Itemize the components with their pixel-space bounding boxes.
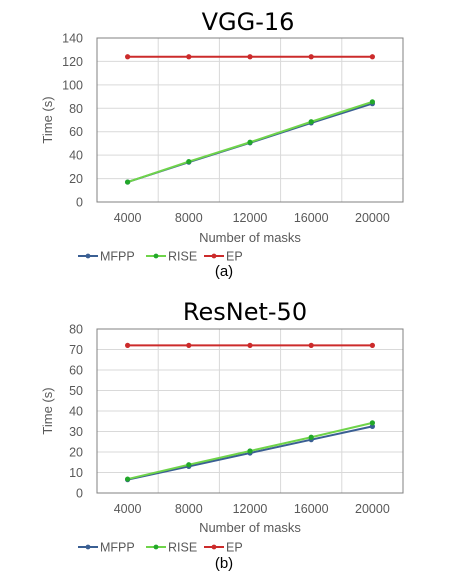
x-tick-label: 4000: [114, 502, 142, 516]
y-tick-label: 140: [62, 32, 83, 46]
y-axis-label: Time (s): [40, 96, 55, 143]
data-point-ep: [186, 342, 192, 348]
data-point-rise: [125, 476, 131, 482]
y-tick-label: 50: [69, 384, 83, 398]
chart-title: ResNet-50: [183, 298, 307, 326]
legend-label-mfpp: MFPP: [100, 250, 135, 264]
y-tick-label: 40: [69, 149, 83, 163]
x-tick-label: 4000: [114, 211, 142, 225]
y-tick-label: 30: [69, 425, 83, 439]
legend-label-mfpp: MFPP: [100, 541, 135, 555]
legend-label-rise: RISE: [168, 541, 197, 555]
y-tick-label: 100: [62, 78, 83, 92]
y-tick-label: 0: [76, 487, 83, 501]
legend-label-rise: RISE: [168, 250, 197, 264]
data-point-rise: [308, 119, 314, 125]
legend-marker: [153, 253, 159, 259]
plot-area: [96, 328, 404, 494]
data-point-rise: [125, 179, 131, 185]
x-tick-label: 12000: [233, 211, 268, 225]
data-point-rise: [247, 448, 253, 454]
x-tick-label: 16000: [294, 211, 329, 225]
x-axis-label: Number of masks: [199, 520, 301, 535]
y-tick-label: 20: [69, 446, 83, 460]
data-point-ep: [247, 342, 253, 348]
y-tick-label: 20: [69, 172, 83, 186]
data-point-ep: [125, 54, 131, 60]
x-tick-label: 20000: [355, 502, 390, 516]
y-tick-label: 0: [76, 196, 83, 210]
chart-vgg16: VGG-16 0 20 40 60 80 100 120 140 4000 8000 12000 160…: [40, 8, 404, 280]
data-point-rise: [247, 139, 253, 145]
data-point-rise: [186, 158, 192, 165]
y-tick-label: 80: [69, 323, 83, 337]
chart-resnet50: ResNet-50 0 10 20 30 40 50 60 70 80 4000 8000 12000 1…: [40, 298, 404, 572]
y-tick-label: 120: [62, 55, 83, 69]
data-point-ep: [369, 342, 375, 348]
panel-caption: (a): [215, 263, 233, 280]
data-point-ep: [125, 342, 131, 348]
x-tick-label: 20000: [355, 211, 390, 225]
data-point-rise: [308, 434, 314, 440]
legend-marker: [211, 544, 217, 550]
data-point-rise: [369, 420, 375, 426]
y-axis-label: Time (s): [40, 387, 55, 434]
x-tick-label: 12000: [233, 502, 268, 516]
data-point-ep: [369, 54, 375, 60]
x-axis-label: Number of masks: [199, 230, 301, 245]
data-point-ep: [186, 54, 192, 60]
data-point-rise: [369, 99, 375, 105]
legend-label-ep: EP: [226, 250, 243, 264]
legend-marker: [85, 544, 91, 550]
legend-marker: [211, 253, 217, 259]
legend-label-ep: EP: [226, 541, 243, 555]
data-point-ep: [247, 54, 253, 60]
x-tick-label: 8000: [175, 211, 203, 225]
y-tick-label: 60: [69, 364, 83, 378]
y-tick-label: 70: [69, 343, 83, 357]
x-tick-label: 16000: [294, 502, 329, 516]
data-point-rise: [186, 462, 192, 468]
legend-marker: [85, 253, 91, 259]
x-tick-label: 8000: [175, 502, 203, 516]
y-tick-label: 60: [69, 125, 83, 139]
data-point-ep: [308, 54, 314, 60]
y-tick-label: 10: [69, 466, 83, 480]
chart-title: VGG-16: [202, 8, 295, 36]
legend-marker: [153, 544, 159, 550]
data-point-ep: [308, 342, 314, 348]
y-tick-label: 80: [69, 102, 83, 116]
plot-area: [96, 37, 404, 203]
y-tick-label: 40: [69, 405, 83, 419]
panel-caption: (b): [215, 555, 233, 572]
